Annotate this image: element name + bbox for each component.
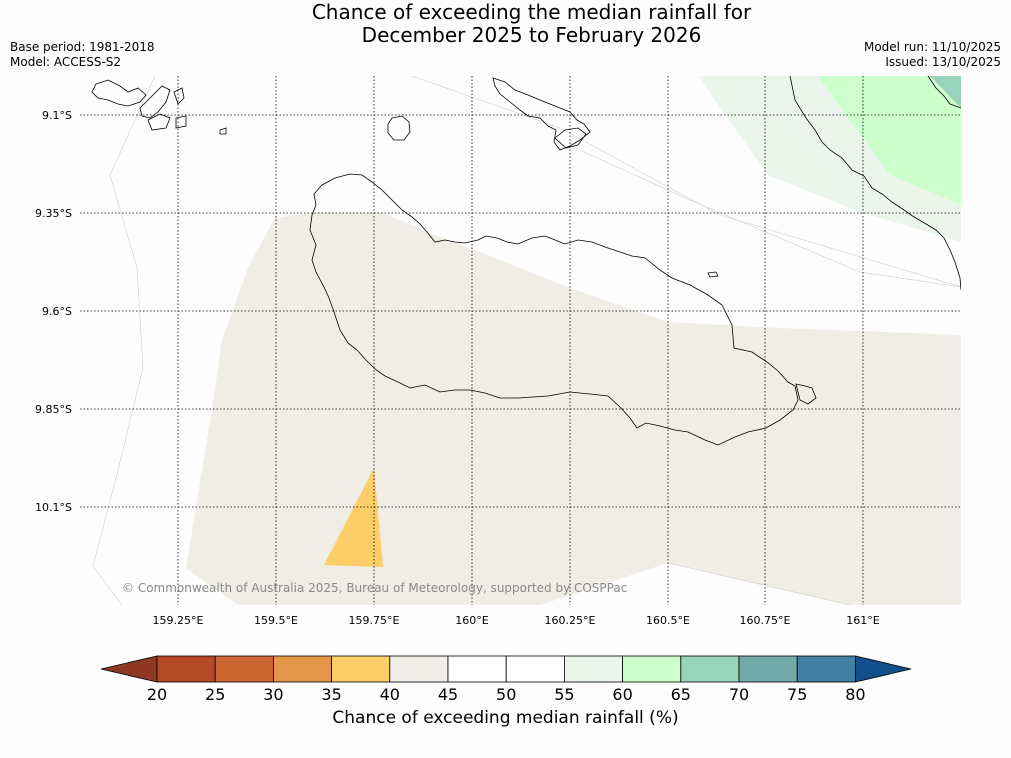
colorbar-segment [680,655,740,683]
gridlines [80,76,961,605]
colorbar-segment [389,655,449,683]
map-title-line-2: December 2025 to February 2026 [361,23,702,47]
colorbar-segment [331,655,391,683]
colorbar-tick-label: 80 [845,685,865,704]
malaita-coastline [789,76,961,291]
coastlines [91,76,961,446]
colorbar-segment [564,655,624,683]
colorbar-tick-label: 55 [554,685,574,704]
colorbar-tick-label: 50 [496,685,516,704]
lat-label: 9.35°S [35,207,72,220]
region-65-70 [930,76,961,108]
lat-label: 9.6°S [42,305,72,318]
map-title-line-1: Chance of exceeding the median rainfall … [311,0,752,24]
lon-label: 160.25°E [545,614,596,627]
colorbar-under-arrow [100,655,158,683]
colorbar-title: Chance of exceeding median rainfall (%) [332,708,679,728]
colorbar-tick-label: 35 [321,685,341,704]
map-area [80,76,961,605]
guadalcanal-coastline [309,173,799,446]
meta-right: Model run: 11/10/2025 Issued: 13/10/2025 [864,40,1001,70]
russell-islands-coastline [91,79,147,107]
boundary-lines [92,76,961,605]
colorbar-tick-label: 70 [729,685,749,704]
issued-date: Issued: 13/10/2025 [885,55,1001,69]
model-run: Model run: 11/10/2025 [863,40,1001,54]
colorbar-segment [796,655,856,683]
lon-label: 160.75°E [740,614,791,627]
lat-label: 9.85°S [35,403,72,416]
savo-island-coastline [387,115,411,141]
lon-label: 159.25°E [153,614,204,627]
colorbar-segment [622,655,682,683]
colorbar-segment [272,655,332,683]
colorbar-tick-label: 65 [671,685,691,704]
copyright-notice: © Commonwealth of Australia 2025, Bureau… [122,581,627,595]
colorbar-segment [214,655,274,683]
lon-label: 159.75°E [349,614,400,627]
meta-left: Base period: 1981-2018 Model: ACCESS-S2 [10,40,155,70]
lon-label: 159.5°E [254,614,298,627]
colorbar-tick-label: 25 [205,685,225,704]
colorbar-tick-label: 60 [612,685,632,704]
lon-label: 160.5°E [646,614,690,627]
lat-label: 10.1°S [35,501,72,514]
colorbar-tick-label: 40 [380,685,400,704]
colorbar-tick-label: 30 [263,685,283,704]
colorbar-segment [447,655,507,683]
base-period: Base period: 1981-2018 [10,40,155,54]
colorbar-tick-label: 75 [787,685,807,704]
colorbar-tick-label: 45 [438,685,458,704]
colorbar-segment [505,655,565,683]
region-35-40 [324,468,383,567]
islet-coastline [707,271,719,278]
lat-label: 9.1°S [42,109,72,122]
region-40-45 [186,212,961,605]
colorbar-over-arrow [855,655,912,683]
region-60-65 [818,76,961,205]
colorbar: 20 25 30 35 40 45 50 55 60 65 70 75 80 [100,655,912,704]
lon-label: 161°E [846,614,879,627]
lon-label: 160°E [455,614,488,627]
nggela-islands-coastline [492,77,591,151]
colorbar-segment [156,655,216,683]
colorbar-segment [738,655,798,683]
colorbar-tick-label: 20 [147,685,167,704]
model-name: Model: ACCESS-S2 [10,55,122,69]
